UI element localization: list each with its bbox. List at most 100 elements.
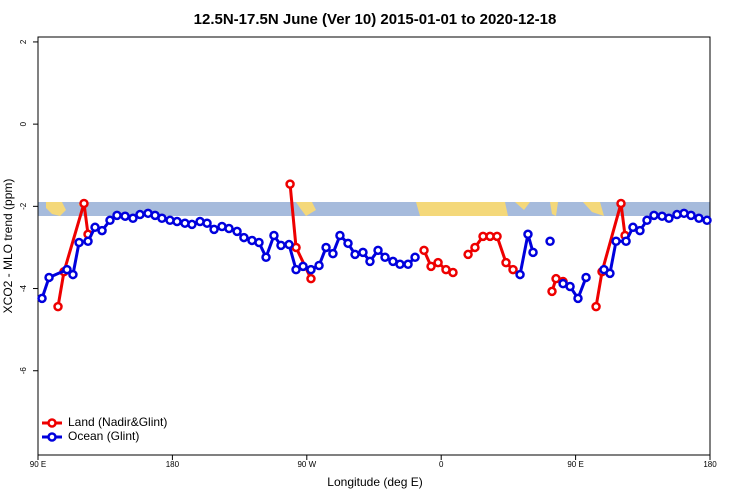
x-tick-label: 180 [703, 460, 717, 469]
data-point [611, 236, 621, 247]
legend-label: Ocean (Glint) [68, 429, 139, 443]
data-point [276, 240, 286, 251]
data-point [365, 256, 375, 267]
data-point [112, 210, 122, 221]
data-point [694, 213, 704, 224]
data-point [547, 286, 557, 297]
data-point [97, 225, 107, 236]
data-point [90, 222, 100, 233]
data-point [44, 272, 54, 283]
data-point [328, 248, 338, 259]
y-tick-label: 0 [19, 121, 28, 126]
y-tick-label: -6 [19, 367, 28, 375]
data-point [298, 261, 308, 272]
chart-title: 12.5N-17.5N June (Ver 10) 2015-01-01 to … [194, 11, 557, 28]
data-point [202, 218, 212, 228]
data-point [664, 213, 674, 224]
data-point [470, 242, 480, 253]
x-tick-label: 90 E [30, 460, 46, 469]
land-patch [46, 202, 66, 216]
legend-marker [47, 432, 57, 442]
data-point [314, 260, 324, 271]
data-point [350, 249, 360, 260]
data-point [523, 229, 533, 240]
land-patch [296, 202, 316, 216]
y-axis-title: XCO2 - MLO trend (ppm) [1, 179, 15, 314]
data-point [419, 245, 429, 256]
data-point [403, 259, 413, 270]
data-point [545, 236, 555, 247]
data-point [335, 230, 345, 241]
data-point [628, 222, 638, 233]
data-point [686, 210, 696, 221]
data-point [261, 252, 271, 263]
data-point [380, 252, 390, 263]
data-point [306, 264, 316, 275]
x-tick-label: 90 W [297, 460, 316, 469]
data-point [284, 239, 294, 250]
data-point [105, 215, 115, 226]
data-point [128, 213, 138, 224]
data-point [448, 267, 458, 278]
data-point [209, 224, 219, 235]
data-point [172, 216, 182, 227]
y-tick-label: -2 [19, 202, 28, 210]
data-point [642, 215, 652, 226]
data-point [79, 198, 89, 209]
data-point [232, 226, 242, 237]
data-point [269, 230, 279, 241]
x-tick-label: 180 [166, 460, 180, 469]
data-point [239, 232, 249, 243]
data-point [62, 264, 72, 275]
data-point [395, 259, 405, 270]
y-tick-label: 2 [19, 39, 28, 44]
x-tick-label: 0 [439, 460, 444, 469]
data-point [616, 198, 626, 209]
legend-marker [47, 418, 57, 428]
data-point [157, 213, 167, 224]
data-point [492, 231, 502, 242]
y-tick-label: -4 [19, 284, 28, 292]
data-point [373, 245, 383, 256]
data-point [581, 272, 591, 283]
data-point [135, 209, 145, 220]
data-point [120, 211, 130, 221]
plot-frame [37, 36, 711, 456]
data-point [321, 242, 331, 253]
land-patch [515, 202, 530, 210]
land-patch [550, 202, 558, 216]
data-point [83, 236, 93, 247]
data-point [68, 269, 78, 280]
data-point [254, 237, 264, 248]
land-patch [416, 202, 508, 216]
data-point [426, 261, 436, 272]
data-point [74, 237, 84, 248]
data-point [343, 238, 353, 249]
x-axis-title: Longitude (deg E) [327, 475, 422, 489]
data-point [508, 264, 518, 275]
data-point [53, 301, 63, 312]
legend-label: Land (Nadir&Glint) [68, 415, 167, 429]
data-point [433, 257, 443, 268]
data-point [605, 268, 615, 279]
x-tick-label: 90 E [567, 460, 583, 469]
data-point [621, 236, 631, 247]
data-point [358, 247, 368, 258]
data-point [463, 249, 473, 260]
data-point [573, 293, 583, 304]
data-point [635, 225, 645, 236]
data-point [306, 273, 316, 284]
data-point [649, 210, 659, 221]
map-strip [38, 202, 710, 216]
data-point [410, 252, 420, 263]
data-point [224, 223, 234, 234]
ocean-strip [38, 202, 710, 216]
data-point [291, 264, 301, 275]
land-patch [583, 202, 604, 216]
data-point [37, 293, 47, 304]
data-point [702, 215, 712, 226]
data-point [528, 247, 538, 258]
data-point [501, 257, 511, 268]
